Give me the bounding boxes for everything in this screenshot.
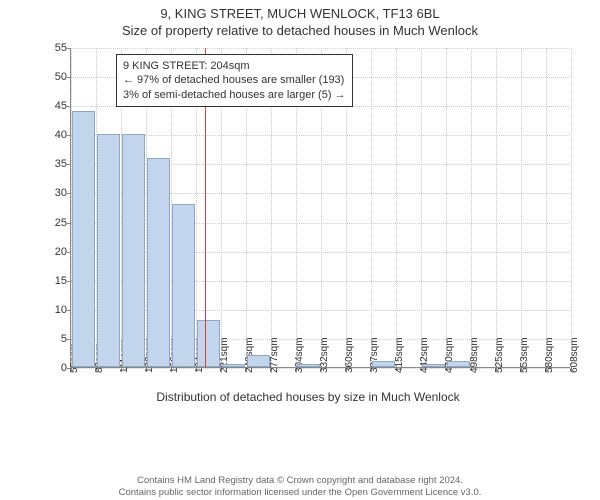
annotation-box: 9 KING STREET: 204sqm← 97% of detached h… [116,54,353,107]
gridline-v [521,48,522,367]
x-tick-label: 525sqm [494,337,505,373]
x-tick-label: 360sqm [344,337,355,373]
histogram-bar [172,204,195,367]
histogram-bar [247,355,270,367]
footer-line-1: Contains HM Land Registry data © Crown c… [0,475,600,486]
histogram-bar [197,320,220,367]
gridline-v [471,48,472,367]
x-tick-label: 498sqm [469,337,480,373]
y-tick-label: 50 [47,71,71,83]
histogram-bar [72,111,95,367]
y-tick-label: 5 [47,333,71,345]
gridline-v [371,48,372,367]
x-axis-label: Distribution of detached houses by size … [42,390,574,404]
footer-line-2: Contains public sector information licen… [0,487,600,498]
gridline-v [496,48,497,367]
gridline-v [396,48,397,367]
histogram-bar [447,361,470,367]
y-tick-label: 35 [47,158,71,170]
y-tick-label: 55 [47,42,71,54]
y-tick-label: 45 [47,100,71,112]
title-line-1: 9, KING STREET, MUCH WENLOCK, TF13 6BL [0,6,600,21]
histogram-bar [122,134,145,367]
x-tick-label: 332sqm [319,337,330,373]
gridline-v [571,48,572,367]
annotation-line: 9 KING STREET: 204sqm [123,59,346,73]
x-tick-label: 304sqm [294,337,305,373]
gridline-v [421,48,422,367]
footer-attribution: Contains HM Land Registry data © Crown c… [0,475,600,498]
x-tick-label: 221sqm [219,337,230,373]
histogram-bar [222,364,245,367]
title-line-2: Size of property relative to detached ho… [0,23,600,38]
y-tick-label: 15 [47,275,71,287]
y-tick-label: 25 [47,217,71,229]
x-tick-label: 387sqm [369,337,380,373]
y-tick-label: 30 [47,187,71,199]
x-tick-label: 608sqm [569,337,580,373]
y-tick-label: 10 [47,304,71,316]
chart-title-block: 9, KING STREET, MUCH WENLOCK, TF13 6BL S… [0,0,600,38]
plot-area: 051015202530354045505556sqm83sqm111sqm13… [70,48,570,368]
x-tick-label: 553sqm [519,337,530,373]
y-tick-label: 0 [47,362,71,374]
x-tick-label: 470sqm [444,337,455,373]
histogram-bar [147,158,170,367]
x-tick-label: 580sqm [544,337,555,373]
y-tick-label: 20 [47,246,71,258]
gridline-v [446,48,447,367]
annotation-line: ← 97% of detached houses are smaller (19… [123,73,346,87]
annotation-line: 3% of semi-detached houses are larger (5… [123,88,346,102]
y-tick-label: 40 [47,129,71,141]
histogram-bar [97,134,120,367]
histogram-bar [372,361,395,367]
x-tick-label: 277sqm [269,337,280,373]
x-tick-label: 415sqm [394,337,405,373]
histogram-bar [297,364,320,367]
gridline-v [546,48,547,367]
histogram-bar [422,364,445,367]
x-tick-label: 442sqm [419,337,430,373]
chart-container: 051015202530354045505556sqm83sqm111sqm13… [42,48,574,428]
